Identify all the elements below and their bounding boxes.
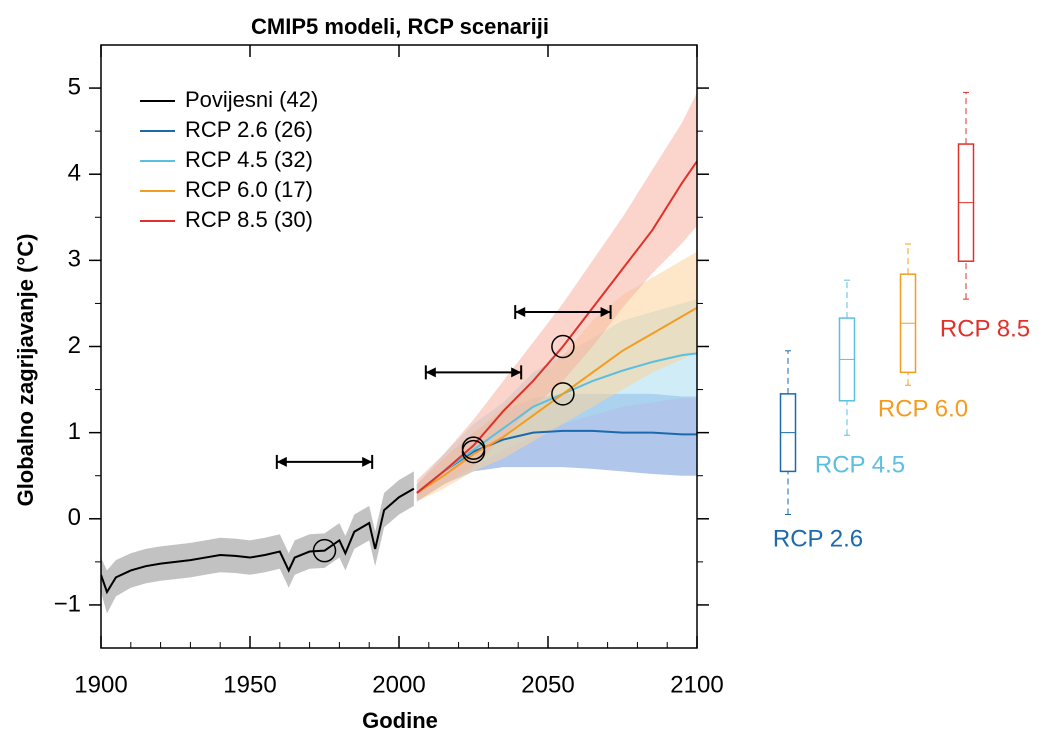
x-tick-label: 2000 bbox=[372, 671, 425, 698]
arrow-head bbox=[600, 307, 611, 318]
legend-label: RCP 4.5 (32) bbox=[185, 147, 313, 172]
x-tick-label: 2050 bbox=[521, 671, 574, 698]
highlight-circle bbox=[312, 538, 337, 563]
box-label: RCP 2.6 bbox=[773, 525, 863, 552]
box-label: RCP 6.0 bbox=[878, 395, 968, 422]
legend-label: RCP 8.5 (30) bbox=[185, 207, 313, 232]
chart-title: CMIP5 modeli, RCP scenariji bbox=[251, 14, 549, 39]
arrow-head bbox=[362, 456, 373, 467]
series-line bbox=[416, 306, 697, 494]
legend-label: Povijesni (42) bbox=[185, 87, 318, 112]
uncertainty-band bbox=[416, 393, 697, 502]
y-tick-label: −1 bbox=[54, 590, 81, 617]
highlight-circle bbox=[461, 439, 486, 464]
y-tick-label: 5 bbox=[68, 73, 81, 100]
plot-area bbox=[101, 92, 697, 614]
y-tick-label: 4 bbox=[68, 160, 81, 187]
box-label: RCP 8.5 bbox=[940, 315, 1030, 342]
box-label: RCP 4.5 bbox=[815, 451, 905, 478]
highlight-circle bbox=[551, 334, 575, 359]
y-axis-label: Globalno zagrijavanje (°C) bbox=[13, 234, 38, 507]
x-axis-label: Godine bbox=[362, 708, 438, 733]
x-tick-label: 2100 bbox=[670, 671, 723, 698]
series-line bbox=[101, 487, 415, 595]
y-tick-label: 2 bbox=[68, 332, 81, 359]
y-tick-label: 1 bbox=[68, 418, 81, 445]
x-tick-label: 1900 bbox=[74, 671, 127, 698]
legend-label: RCP 2.6 (26) bbox=[185, 117, 313, 142]
highlight-circle bbox=[551, 382, 575, 406]
arrow-head bbox=[511, 367, 522, 378]
uncertainty-band bbox=[101, 471, 414, 614]
y-tick-label: 0 bbox=[68, 504, 81, 531]
legend-label: RCP 6.0 (17) bbox=[185, 177, 313, 202]
y-tick-label: 3 bbox=[68, 246, 81, 273]
arrow-head bbox=[515, 307, 526, 318]
arrow-head bbox=[276, 456, 287, 467]
arrow-head bbox=[425, 367, 436, 378]
uncertainty-band bbox=[416, 92, 697, 502]
x-tick-label: 1950 bbox=[223, 671, 276, 698]
